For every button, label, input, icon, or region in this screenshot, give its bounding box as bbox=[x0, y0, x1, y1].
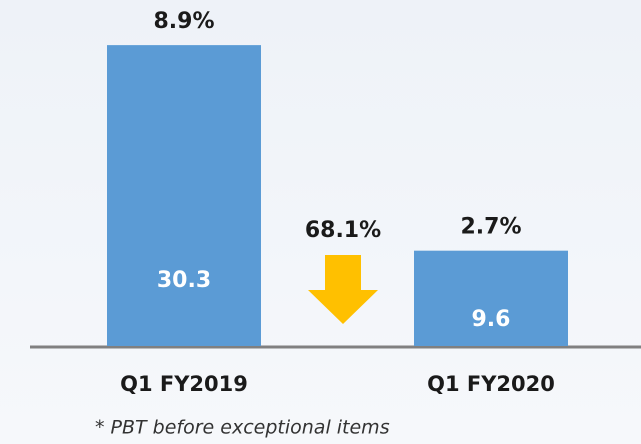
bar bbox=[414, 250, 568, 346]
margin-label: 8.9% bbox=[153, 9, 214, 34]
x-tick-label: Q1 FY2019 bbox=[120, 372, 248, 396]
x-tick-label: Q1 FY2020 bbox=[427, 372, 555, 396]
change-annotation: 68.1% bbox=[305, 218, 381, 243]
bar bbox=[107, 45, 261, 346]
footnote: * PBT before exceptional items bbox=[95, 417, 390, 439]
data-label: 9.6 bbox=[472, 307, 511, 332]
margin-label: 2.7% bbox=[460, 215, 521, 240]
down-arrow bbox=[308, 255, 378, 324]
data-label: 30.3 bbox=[157, 268, 211, 293]
